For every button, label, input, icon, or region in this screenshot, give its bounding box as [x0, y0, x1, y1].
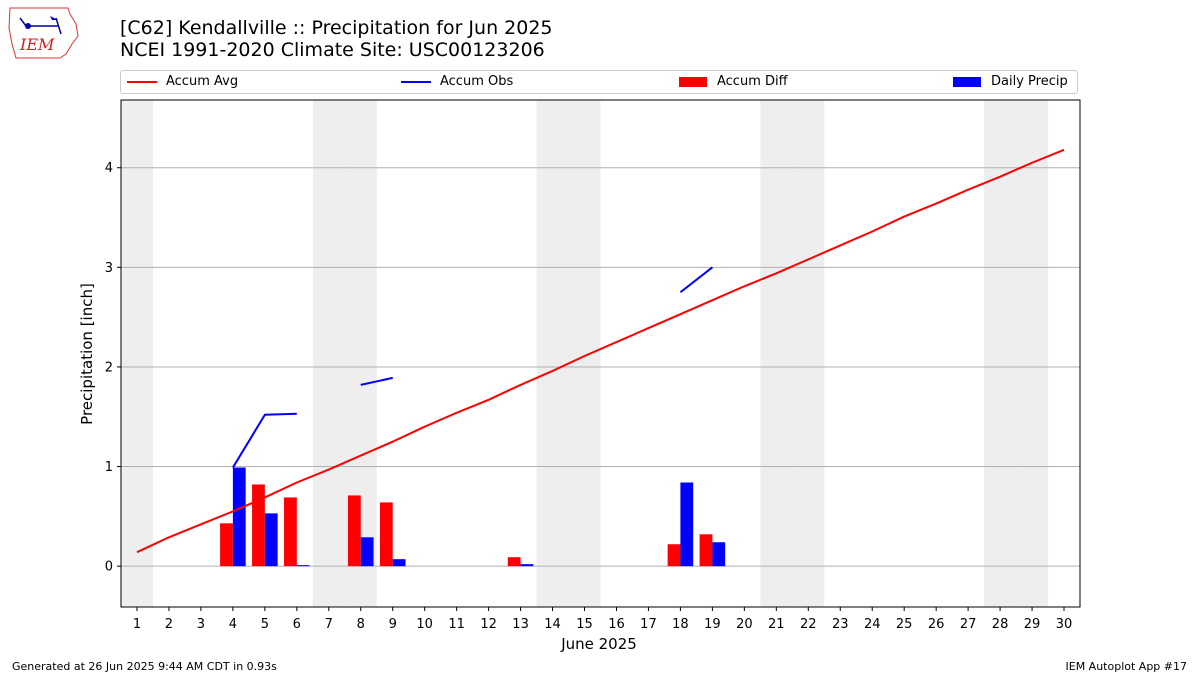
x-tick-label: 3 — [197, 617, 205, 632]
accum-diff-bar — [347, 495, 361, 567]
legend-item-accum-obs: Accum Obs — [401, 74, 513, 90]
x-tick-label: 1 — [133, 617, 141, 632]
x-tick-label: 20 — [736, 617, 753, 632]
daily-precip-bar — [392, 559, 406, 567]
logo-text: IEM — [19, 35, 55, 54]
x-tick-label: 6 — [293, 617, 301, 632]
legend-swatch-accum-obs — [401, 81, 431, 83]
x-tick-label: 21 — [768, 617, 785, 632]
daily-precip-bar — [680, 482, 694, 567]
accum-avg-line — [136, 148, 1065, 554]
accum-diff-bar — [252, 484, 265, 567]
y-axis-ticks: 0 1 2 3 4 — [105, 161, 121, 575]
x-tick-label: 12 — [480, 617, 497, 632]
y-tick-label: 4 — [105, 161, 113, 176]
x-tick-label: 10 — [416, 617, 433, 632]
accum-diff-bar — [699, 534, 713, 567]
weekend-shade — [792, 100, 825, 607]
legend-label: Accum Diff — [717, 74, 788, 89]
daily-precip-bar — [232, 467, 246, 567]
legend-label: Accum Avg — [166, 74, 239, 89]
gridlines — [121, 167, 1080, 567]
x-axis-label: June 2025 — [560, 635, 637, 653]
x-tick-label: 24 — [864, 617, 881, 632]
weekend-shade — [984, 100, 1017, 607]
accum-diff-bar — [379, 502, 393, 567]
x-tick-label: 22 — [800, 617, 817, 632]
footer-generated: Generated at 26 Jun 2025 9:44 AM CDT in … — [12, 660, 277, 673]
x-tick-label: 25 — [896, 617, 913, 632]
line-series — [136, 148, 1065, 554]
accum-obs-line — [679, 266, 713, 294]
x-tick-label: 2 — [165, 617, 173, 632]
weekend-shade — [312, 100, 345, 607]
weekend-shade — [121, 100, 153, 607]
daily-precip-bar — [296, 565, 310, 567]
accum-diff-bar — [507, 557, 521, 567]
footer-app: IEM Autoplot App #17 — [1065, 660, 1188, 673]
chart-title: [C62] Kendallville :: Precipitation for … — [120, 17, 553, 61]
accum-diff-bar — [284, 497, 297, 567]
x-tick-label: 29 — [1024, 617, 1041, 632]
x-tick-label: 7 — [325, 617, 333, 632]
accum-diff-bar — [667, 544, 681, 567]
x-tick-label: 14 — [544, 617, 561, 632]
x-tick-label: 13 — [512, 617, 529, 632]
x-tick-label: 30 — [1056, 617, 1073, 632]
daily-precip-bar — [520, 564, 534, 567]
legend-label: Accum Obs — [440, 74, 514, 89]
legend-swatch-accum-avg — [127, 81, 157, 83]
daily-precip-bar — [264, 513, 278, 567]
weekend-shading — [121, 100, 1049, 607]
x-tick-label: 23 — [832, 617, 849, 632]
daily-precip-bar — [712, 542, 726, 567]
y-tick-label: 1 — [105, 460, 113, 475]
legend-item-daily-precip: Daily Precip — [953, 74, 1068, 90]
x-tick-label: 28 — [992, 617, 1009, 632]
x-tick-label: 16 — [608, 617, 625, 632]
x-tick-label: 17 — [640, 617, 657, 632]
bar-series — [220, 467, 726, 567]
y-tick-label: 3 — [105, 261, 113, 276]
x-tick-label: 4 — [229, 617, 237, 632]
x-tick-label: 8 — [357, 617, 365, 632]
legend-swatch-daily-precip — [953, 77, 981, 87]
legend-label: Daily Precip — [991, 74, 1068, 89]
legend-swatch-accum-diff — [679, 77, 707, 87]
title-line-2: NCEI 1991-2020 Climate Site: USC00123206 — [120, 39, 545, 61]
accum-obs-line — [360, 376, 393, 386]
accum-obs-line — [232, 412, 297, 469]
legend: Accum Avg Accum Obs Accum Diff Daily Pre… — [120, 70, 1078, 94]
daily-precip-bar — [360, 537, 374, 567]
iem-logo: IEM — [8, 7, 79, 59]
weekend-shade — [568, 100, 601, 607]
accum-diff-bar — [220, 523, 233, 567]
x-tick-label: 18 — [672, 617, 689, 632]
x-tick-label: 19 — [704, 617, 721, 632]
x-tick-label: 15 — [576, 617, 593, 632]
x-tick-label: 5 — [261, 617, 269, 632]
x-tick-label: 9 — [389, 617, 397, 632]
title-line-1: [C62] Kendallville :: Precipitation for … — [120, 17, 553, 39]
x-axis-ticks: 1 2 3 4 5 6 7 8 9 10 11 12 13 14 15 16 17 18 19 20 21 22 23 24 2… — [133, 607, 1072, 632]
x-tick-label: 26 — [928, 617, 945, 632]
y-tick-label: 2 — [105, 360, 113, 375]
weekend-shade — [1016, 100, 1049, 607]
weekend-shade — [536, 100, 569, 607]
y-tick-label: 0 — [105, 560, 113, 575]
plot-frame — [120, 99, 1081, 608]
x-tick-label: 27 — [960, 617, 977, 632]
legend-item-accum-diff: Accum Diff — [679, 74, 788, 90]
weekend-shade — [760, 100, 793, 607]
y-axis-label: Precipitation [inch] — [78, 283, 96, 425]
legend-item-accum-avg: Accum Avg — [127, 74, 238, 90]
x-tick-label: 11 — [448, 617, 465, 632]
